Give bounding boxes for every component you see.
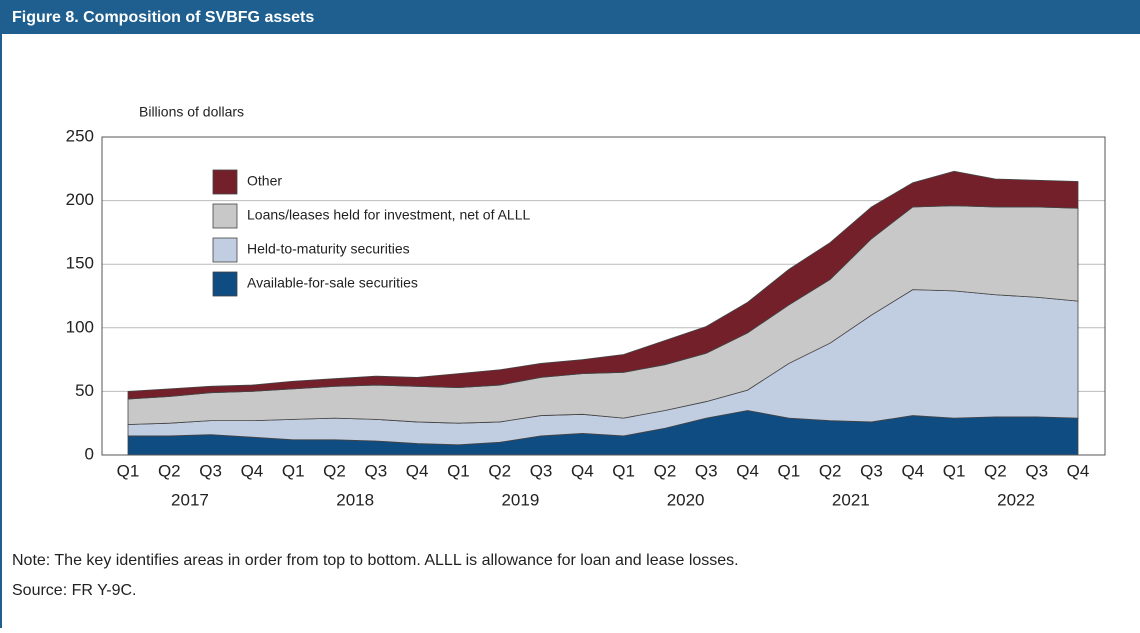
x-tick-label: Q1 bbox=[447, 461, 470, 480]
x-tick-label: Q2 bbox=[819, 461, 842, 480]
x-group-label: 2017 bbox=[171, 490, 209, 509]
legend-label: Other bbox=[247, 173, 282, 189]
x-tick-label: Q3 bbox=[860, 461, 883, 480]
area bbox=[127, 170, 1079, 400]
legend-label: Held-to-maturity securities bbox=[247, 241, 410, 257]
x-tick-label: Q2 bbox=[323, 461, 346, 480]
plot-frame bbox=[101, 136, 1106, 456]
x-tick-label: Q2 bbox=[654, 461, 677, 480]
x-tick-label: Q4 bbox=[571, 461, 594, 480]
x-tick-label: Q1 bbox=[282, 461, 305, 480]
x-tick-label: Q2 bbox=[158, 461, 181, 480]
x-tick-label: Q4 bbox=[406, 461, 429, 480]
y-tick-label: 250 bbox=[66, 126, 94, 145]
x-tick-label: Q3 bbox=[364, 461, 387, 480]
x-group-label: 2021 bbox=[832, 490, 870, 509]
x-group-label: 2018 bbox=[336, 490, 374, 509]
y-tick-label: 150 bbox=[66, 254, 94, 273]
x-tick-label: Q2 bbox=[984, 461, 1007, 480]
y-tick-label: 0 bbox=[85, 444, 94, 463]
legend-label: Loans/leases held for investment, net of… bbox=[247, 207, 531, 223]
source: Source: FR Y-9C. bbox=[12, 582, 137, 599]
x-group-label: 2022 bbox=[997, 490, 1035, 509]
note: Note: The key identifies areas in order … bbox=[12, 552, 739, 569]
x-tick-label: Q4 bbox=[901, 461, 924, 480]
x-tick-label: Q2 bbox=[488, 461, 511, 480]
x-tick-label: Q4 bbox=[241, 461, 264, 480]
x-group-label: 2020 bbox=[667, 490, 705, 509]
y-tick-label: 100 bbox=[66, 317, 94, 336]
legend-swatch bbox=[212, 169, 238, 195]
y-tick-label: 50 bbox=[75, 381, 94, 400]
x-group-label: 2019 bbox=[501, 490, 539, 509]
chart-title: Figure 8. Composition of SVBFG assets bbox=[12, 9, 314, 26]
x-tick-label: Q4 bbox=[736, 461, 759, 480]
x-tick-label: Q3 bbox=[199, 461, 222, 480]
x-tick-label: Q1 bbox=[778, 461, 801, 480]
x-tick-label: Q3 bbox=[530, 461, 553, 480]
legend-label: Available-for-sale securities bbox=[247, 275, 418, 291]
legend-swatch bbox=[212, 203, 238, 229]
x-tick-label: Q3 bbox=[1025, 461, 1048, 480]
x-tick-label: Q1 bbox=[943, 461, 966, 480]
x-tick-label: Q1 bbox=[612, 461, 635, 480]
legend-swatch bbox=[212, 237, 238, 263]
x-tick-label: Q1 bbox=[117, 461, 140, 480]
y-tick-label: 200 bbox=[66, 190, 94, 209]
x-tick-label: Q4 bbox=[1067, 461, 1090, 480]
legend-swatch bbox=[212, 271, 238, 297]
y-axis-label: Billions of dollars bbox=[139, 104, 244, 120]
header-bar bbox=[0, 0, 1140, 34]
x-tick-label: Q3 bbox=[695, 461, 718, 480]
